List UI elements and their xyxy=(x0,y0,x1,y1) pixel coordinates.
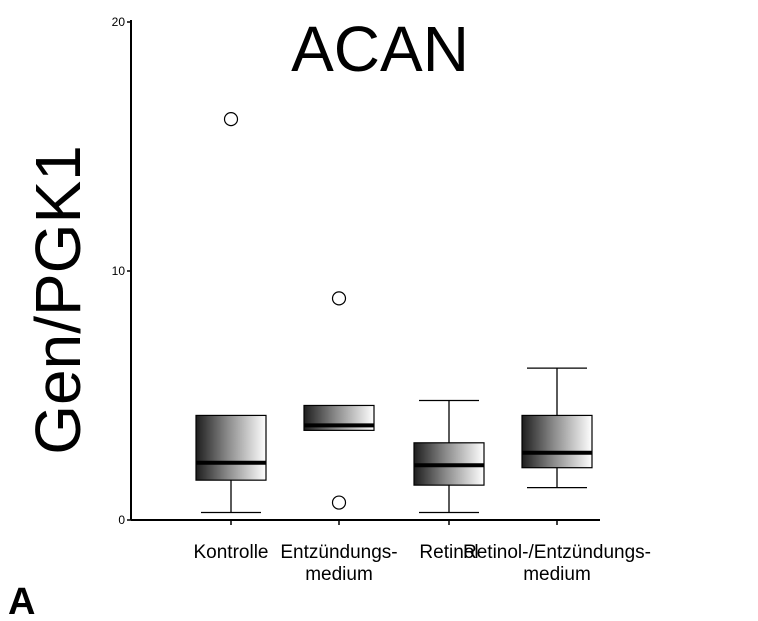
x-category-label: Retinol xyxy=(419,542,478,563)
box-iqr xyxy=(521,414,593,469)
x-category-label: medium xyxy=(523,564,591,585)
outlier-point xyxy=(223,112,239,127)
y-tick-label: 0 xyxy=(118,513,125,527)
x-category-label: Kontrolle xyxy=(194,542,269,563)
y-axis-label: Gen/PGK1 xyxy=(22,145,94,455)
y-tick-label: 20 xyxy=(112,15,126,29)
chart-title: ACAN xyxy=(291,13,469,85)
outlier-point xyxy=(331,291,347,306)
panel-label: A xyxy=(8,581,35,621)
x-category-label: Retinol-/Entzündungs- xyxy=(463,542,651,563)
plot-area: 0 10 20 Kontrolle Entzündungs-medium RetinolR… xyxy=(112,15,651,585)
outlier-point xyxy=(331,495,347,510)
box-iqr xyxy=(195,414,267,481)
x-category-label: Entzündungs- xyxy=(280,542,397,563)
x-category-label: medium xyxy=(305,564,373,585)
y-tick-label: 10 xyxy=(112,264,126,278)
